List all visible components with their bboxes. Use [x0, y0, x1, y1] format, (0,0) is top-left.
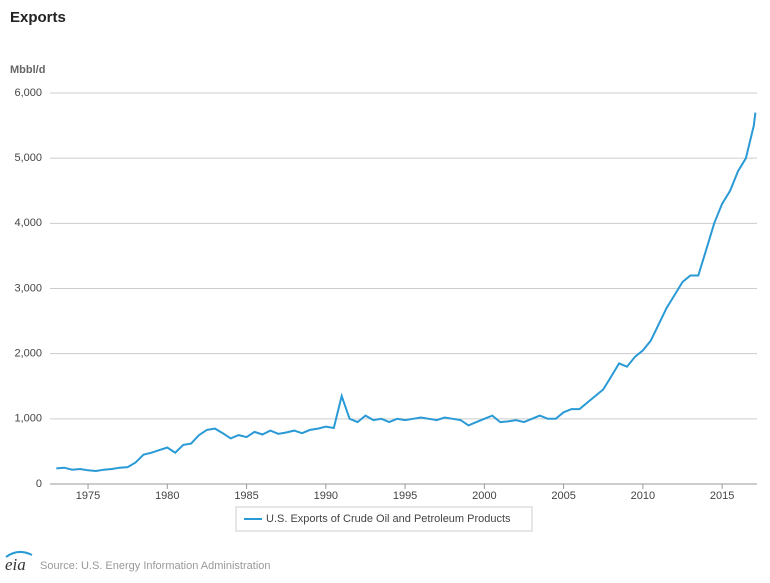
y-tick-label: 4,000	[14, 217, 42, 229]
y-tick-label: 6,000	[14, 87, 42, 99]
x-tick-label: 1975	[76, 490, 100, 502]
y-tick-label: 5,000	[14, 152, 42, 164]
x-tick-label: 1995	[393, 490, 417, 502]
y-axis-label: Mbbl/d	[10, 64, 45, 76]
x-tick-label: 2010	[631, 490, 655, 502]
y-tick-label: 3,000	[14, 282, 42, 294]
x-tick-label: 1985	[234, 490, 258, 502]
eia-logo: eia	[5, 551, 33, 574]
legend-box	[235, 506, 533, 532]
x-tick-label: 2015	[710, 490, 734, 502]
chart-title: Exports	[10, 9, 66, 26]
x-tick-label: 1990	[314, 490, 338, 502]
x-tick-label: 2005	[551, 490, 575, 502]
x-tick-label: 2000	[472, 490, 496, 502]
y-tick-label: 0	[36, 478, 42, 490]
y-tick-label: 1,000	[14, 413, 42, 425]
y-tick-label: 2,000	[14, 348, 42, 360]
source: Source: U.S. Energy Information Administ…	[40, 560, 271, 572]
legend-label: U.S. Exports of Crude Oil and Petroleum …	[266, 513, 511, 525]
data-line	[56, 112, 757, 473]
x-tick-label: 1980	[155, 490, 179, 502]
svg-text:eia: eia	[5, 555, 26, 574]
